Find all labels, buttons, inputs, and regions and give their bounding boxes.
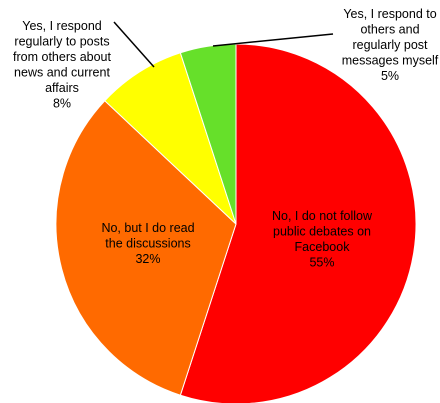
pie-slice-2 [55,100,237,396]
slice-label-3: Yes, I respond regularly to posts from oth… [13,19,111,111]
slice-label-line: news and current [14,66,110,80]
pie-slice-1 [179,43,417,403]
slice-label-line: regularly to posts [14,35,109,49]
slice-label-line: No, but I do read [101,221,194,235]
slice-label-line: 8% [53,97,71,111]
slice-label-line: others and [360,23,419,37]
slice-label-line: messages myself [342,54,439,68]
slice-label-line: public debates on [273,225,371,239]
slice-label-line: No, I do not follow [272,209,373,223]
slice-label-line: from others about [13,50,111,64]
leader-line-3 [113,21,155,68]
slice-label-line: Facebook [295,240,351,254]
slice-label-2: No, but I do read the discussions 32% [101,221,194,266]
slice-label-1: No, I do not follow public debates on Face… [272,209,373,270]
leader-line-4 [212,33,334,47]
slice-label-line: 5% [381,69,399,83]
slice-label-line: Yes, I respond to [343,7,436,21]
slice-label-line: affairs [45,81,79,95]
slice-label-line: the discussions [105,237,190,251]
slice-label-line: 55% [309,256,334,270]
slice-label-line: Yes, I respond [22,19,102,33]
slice-label-4: Yes, I respond to others and regularly pos… [342,7,439,83]
slice-label-line: regularly post [352,38,428,52]
slice-label-line: 32% [135,252,160,266]
pie-slice-3 [104,52,237,225]
